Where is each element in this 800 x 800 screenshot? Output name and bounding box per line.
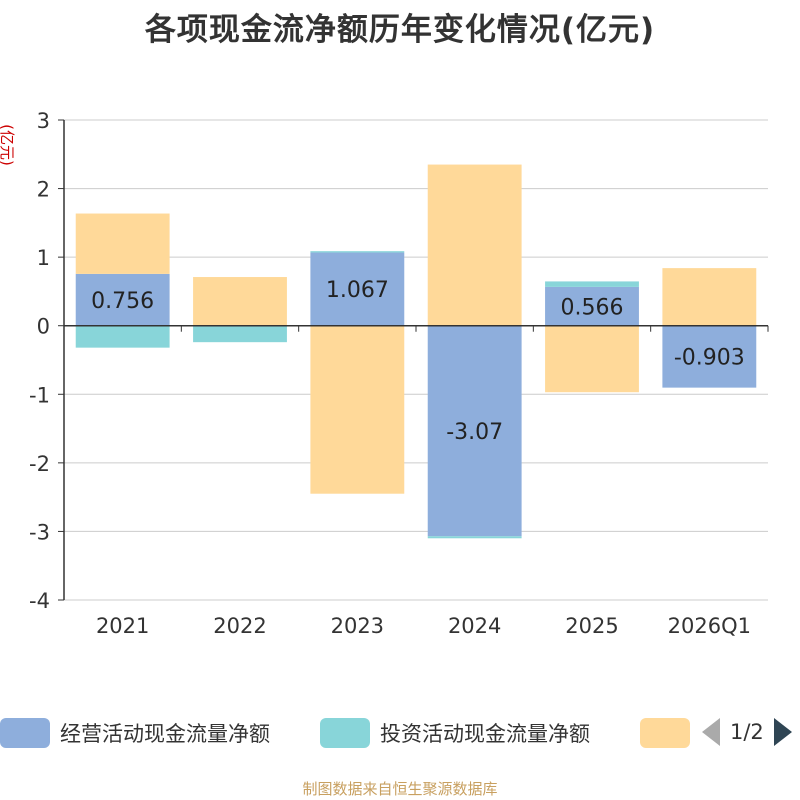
data-label-2023: 1.067	[326, 278, 389, 303]
bar-segment-s1-2022[interactable]	[193, 325, 287, 343]
axes: 3 2 1 0 -1 -2 -3 -4 (亿元) 2021 2022 2023 2024 2025 2026…	[0, 109, 769, 638]
legend-pager: 1/2	[702, 718, 792, 746]
y-axis-label: (亿元)	[0, 124, 16, 166]
y-tick-label: 0	[37, 315, 50, 339]
bar-segment-s2-2026Q1[interactable]	[662, 268, 757, 326]
data-label-2026Q1: -0.903	[674, 346, 745, 371]
bar-segment-s0-2024[interactable]	[427, 325, 522, 537]
bar-segment-s0-2025[interactable]	[545, 286, 639, 326]
x-tick-label: 2021	[96, 614, 149, 638]
chart-title: 各项现金流净额历年变化情况(亿元)	[144, 12, 656, 48]
legend-swatch-operating	[0, 718, 50, 748]
legend-label-operating: 经营活动现金流量净额	[60, 722, 270, 746]
bar-segment-s2-2021[interactable]	[75, 213, 170, 274]
y-tick-label: 1	[37, 246, 50, 270]
y-tick-label: -4	[29, 589, 50, 613]
data-label-2021: 0.756	[91, 289, 154, 314]
y-tick-label: -3	[29, 520, 50, 544]
x-tick-label: 2026Q1	[668, 614, 751, 638]
legend-swatch-financing	[640, 718, 690, 748]
y-tick-label: -2	[29, 452, 50, 476]
legend-label-investing: 投资活动现金流量净额	[380, 722, 590, 746]
x-tick-label: 2022	[213, 614, 266, 638]
y-tick-label: -1	[29, 383, 50, 407]
legend-page-indicator: 1/2	[730, 720, 764, 744]
bar-segment-s1-2024[interactable]	[427, 536, 522, 539]
next-page-icon[interactable]	[773, 718, 792, 746]
bar-segment-s1-2025[interactable]	[545, 281, 639, 287]
bar-segment-s0-2026Q1[interactable]	[662, 325, 757, 388]
legend-swatch-investing	[320, 718, 370, 748]
bar-segment-s0-2021[interactable]	[75, 273, 170, 326]
bars	[75, 164, 757, 539]
data-label-2025: 0.566	[561, 295, 624, 320]
legend-item-operating[interactable]: 经营活动现金流量净额	[0, 718, 270, 748]
bar-segment-s2-2024[interactable]	[427, 164, 522, 326]
bar-segment-s1-2023[interactable]	[310, 251, 405, 253]
bar-segment-s2-2022[interactable]	[193, 277, 287, 326]
prev-page-icon[interactable]	[702, 718, 720, 746]
y-tick-label: 3	[37, 109, 50, 133]
x-tick-label: 2023	[331, 614, 384, 638]
x-tick-label: 2024	[448, 614, 501, 638]
data-label-2024: -3.07	[446, 420, 503, 445]
data-labels: 0.756 1.067 -3.07 0.566 -0.903	[91, 278, 745, 445]
bar-segment-s2-2025[interactable]	[545, 325, 639, 393]
data-source-note: 制图数据来自恒生聚源数据库	[302, 780, 498, 798]
bar-segment-s0-2023[interactable]	[310, 252, 405, 326]
x-tick-label: 2025	[565, 614, 618, 638]
bar-segment-s1-2021[interactable]	[75, 325, 170, 348]
bar-segment-s2-2023[interactable]	[310, 325, 405, 494]
y-tick-label: 2	[37, 178, 50, 202]
legend-item-investing[interactable]: 投资活动现金流量净额	[320, 718, 590, 748]
legend-item-financing[interactable]	[640, 718, 690, 748]
